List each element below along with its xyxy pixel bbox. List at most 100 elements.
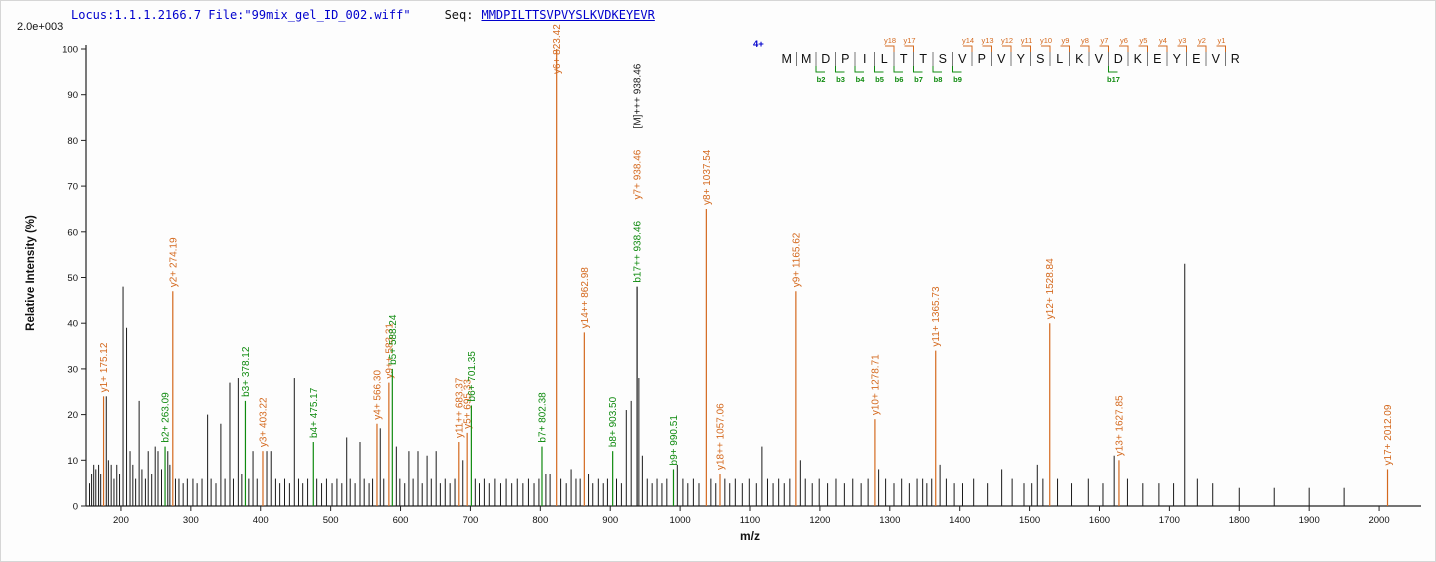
residue-letter: R: [1231, 52, 1240, 66]
peak-label: b6+ 701.35: [467, 351, 478, 402]
residue-letter: Y: [1017, 52, 1026, 66]
peak-label: y10+ 1278.71: [870, 354, 881, 415]
peak-label: b4+ 475.17: [309, 387, 320, 438]
residue-letter: K: [1075, 52, 1084, 66]
peak-label: y5+ 695.33: [463, 379, 474, 429]
residue-letter: S: [939, 52, 947, 66]
peak-label: b2+ 263.09: [161, 392, 172, 443]
y-ion-label: y8: [1081, 36, 1089, 45]
y-ion-label: y18: [884, 36, 896, 45]
locus-file-text: Locus:1.1.1.2166.7 File:"99mix_gel_ID_00…: [71, 8, 411, 22]
y-ion-label: y13: [981, 36, 993, 45]
peak-label: y9+ 1165.62: [791, 232, 802, 287]
peak-label: y6+ 823.42: [552, 24, 563, 74]
peak-label: b5+ 588.24: [388, 314, 399, 365]
residue-letter: T: [900, 52, 908, 66]
y-ion-mark: [1158, 45, 1168, 52]
residue-letter: P: [978, 52, 986, 66]
y-ion-mark: [1119, 45, 1129, 52]
y-ion-label: y10: [1040, 36, 1052, 45]
b-ion-label: b6: [895, 75, 904, 84]
residue-letter: L: [1056, 52, 1063, 66]
peak-label: y4+ 566.30: [372, 370, 383, 420]
y-ion-mark: [885, 45, 895, 52]
b-ion-label: b17: [1107, 75, 1120, 84]
residue-letter: M: [782, 52, 792, 66]
residue-letter: V: [1212, 52, 1221, 66]
x-tick-label: 1200: [809, 515, 830, 526]
peak-label: y12+ 1528.84: [1045, 258, 1056, 319]
intensity-scale-label: 2.0e+003: [17, 21, 64, 33]
residue-letter: M: [801, 52, 811, 66]
residue-letter: V: [958, 52, 967, 66]
y-ion-label: y3: [1179, 36, 1187, 45]
y-ion-label: y4: [1159, 36, 1167, 45]
b-ion-mark: [874, 66, 884, 73]
b-ion-mark: [1108, 66, 1118, 73]
b-ion-label: b5: [875, 75, 884, 84]
peak-label: [M]+++ 938.46: [633, 63, 644, 128]
b-ion-label: b4: [856, 75, 866, 84]
x-tick-label: 1700: [1159, 515, 1180, 526]
b-ion-mark: [893, 66, 903, 73]
residue-letter: V: [997, 52, 1006, 66]
peak-label: b17++ 938.46: [633, 220, 644, 282]
precursor-charge-label: 4+: [753, 39, 764, 50]
b-ion-label: b2: [817, 75, 826, 84]
peak-label: b9+ 990.51: [669, 415, 680, 466]
residue-letter: Y: [1173, 52, 1182, 66]
residue-letter: E: [1192, 52, 1200, 66]
y-tick-label: 60: [67, 227, 78, 238]
y-ion-mark: [1177, 45, 1187, 52]
b-ion-label: b7: [914, 75, 923, 84]
residue-letter: E: [1153, 52, 1161, 66]
peak-label: y9++ 583.31: [384, 323, 395, 379]
y-ion-mark: [1216, 45, 1226, 52]
residue-letter: T: [919, 52, 927, 66]
y-ion-mark: [1021, 45, 1031, 52]
peak-label: y13+ 1627.85: [1114, 395, 1125, 456]
y-ion-label: y17: [903, 36, 915, 45]
peak-label: y17+ 2012.09: [1383, 404, 1394, 465]
seq-label: Seq:: [444, 8, 474, 22]
y-ion-mark: [982, 45, 992, 52]
y-ion-mark: [963, 45, 973, 52]
y-ion-label: y7: [1101, 36, 1109, 45]
x-tick-label: 200: [113, 515, 129, 526]
residue-letter: D: [821, 52, 830, 66]
x-tick-label: 300: [183, 515, 199, 526]
y-ion-label: y6: [1120, 36, 1128, 45]
residue-letter: D: [1114, 52, 1123, 66]
x-tick-label: 1000: [670, 515, 691, 526]
peak-label: b8+ 903.50: [608, 396, 619, 447]
y-ion-label: y1: [1218, 36, 1226, 45]
x-tick-label: 700: [462, 515, 478, 526]
x-tick-label: 1500: [1019, 515, 1040, 526]
y-ion-label: y5: [1140, 36, 1148, 45]
y-tick-label: 100: [62, 45, 78, 56]
x-tick-label: 1800: [1229, 515, 1250, 526]
y-tick-label: 80: [67, 136, 78, 147]
x-axis-title: m/z: [739, 529, 760, 543]
x-tick-label: 1900: [1299, 515, 1320, 526]
y-ion-mark: [1002, 45, 1012, 52]
y-tick-label: 0: [73, 502, 78, 513]
residue-letter: I: [863, 52, 866, 66]
b-ion-mark: [815, 66, 825, 73]
y-ion-mark: [904, 45, 914, 52]
y-ion-mark: [1060, 45, 1070, 52]
residue-letter: L: [881, 52, 888, 66]
y-ion-mark: [1080, 45, 1090, 52]
peak-label: y3+ 403.22: [258, 397, 269, 447]
x-tick-label: 1400: [949, 515, 970, 526]
b-ion-label: b9: [953, 75, 962, 84]
peak-label: y14++ 862.98: [580, 267, 591, 329]
b-ion-label: b8: [934, 75, 943, 84]
y-tick-label: 30: [67, 364, 78, 375]
peak-label: y11+ 1365.73: [931, 286, 942, 347]
x-tick-label: 600: [393, 515, 409, 526]
b-ion-mark: [932, 66, 942, 73]
